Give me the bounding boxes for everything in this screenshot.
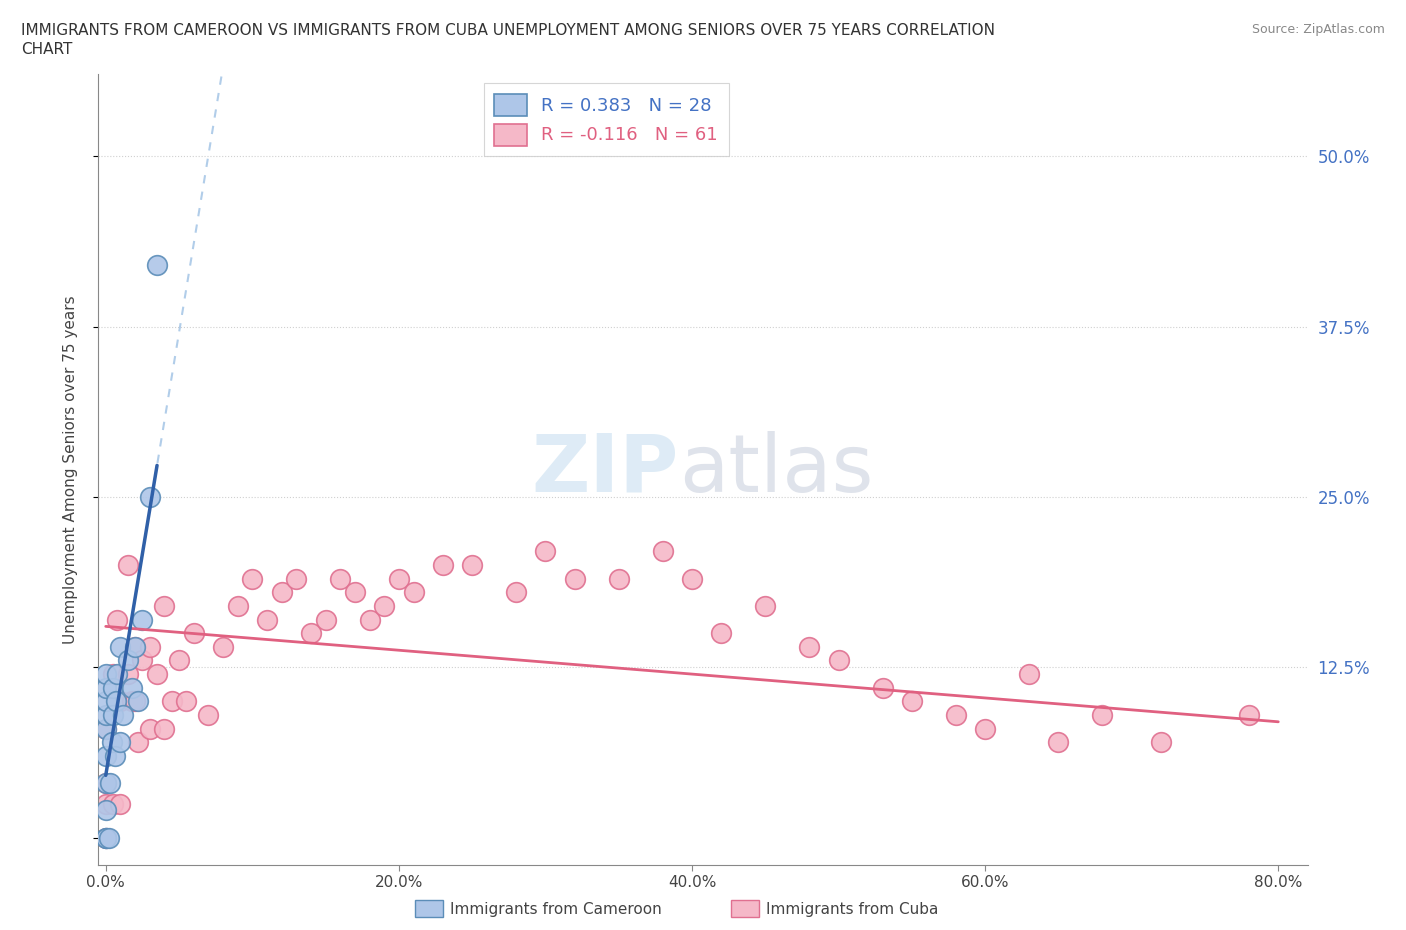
Point: [315, 612, 337, 627]
Point: [94, 708, 117, 723]
Text: Immigrants from Cuba: Immigrants from Cuba: [766, 902, 939, 917]
Point: [121, 680, 143, 695]
Point: [97, 830, 120, 845]
Point: [100, 735, 122, 750]
Y-axis label: Unemployment Among Seniors over 75 years: Unemployment Among Seniors over 75 years: [63, 296, 77, 644]
Point: [146, 258, 169, 272]
Point: [101, 708, 124, 723]
Point: [651, 544, 673, 559]
Point: [827, 653, 849, 668]
Point: [124, 640, 146, 655]
Point: [1150, 735, 1173, 750]
Point: [226, 599, 249, 614]
Point: [160, 694, 183, 709]
Text: atlas: atlas: [679, 431, 873, 509]
Point: [183, 626, 205, 641]
Point: [1018, 667, 1040, 682]
Point: [94, 721, 117, 736]
Point: [121, 694, 143, 709]
Point: [329, 571, 352, 586]
Point: [101, 680, 124, 695]
Point: [534, 544, 557, 559]
Point: [94, 803, 117, 817]
Point: [373, 599, 395, 614]
Point: [117, 653, 139, 668]
Point: [105, 694, 128, 709]
Point: [107, 612, 129, 627]
Point: [94, 749, 117, 764]
Point: [212, 640, 235, 655]
Point: [607, 571, 630, 586]
Text: IMMIGRANTS FROM CAMEROON VS IMMIGRANTS FROM CUBA UNEMPLOYMENT AMONG SENIORS OVER: IMMIGRANTS FROM CAMEROON VS IMMIGRANTS F…: [21, 23, 995, 38]
Point: [110, 694, 132, 709]
Point: [94, 667, 117, 682]
Point: [176, 694, 198, 709]
Point: [110, 735, 132, 750]
Point: [240, 571, 263, 586]
Point: [681, 571, 703, 586]
Point: [153, 599, 176, 614]
Point: [153, 721, 176, 736]
Text: CHART: CHART: [21, 42, 73, 57]
Point: [256, 612, 278, 627]
Point: [505, 585, 527, 600]
Point: [110, 796, 132, 811]
Point: [432, 558, 454, 573]
Point: [94, 830, 117, 845]
Point: [107, 667, 129, 682]
Point: [94, 776, 117, 790]
Point: [388, 571, 411, 586]
Point: [101, 796, 124, 811]
Point: [131, 653, 153, 668]
Point: [270, 585, 292, 600]
Point: [974, 721, 997, 736]
Point: [127, 694, 149, 709]
Point: [117, 667, 139, 682]
Point: [94, 830, 117, 845]
Point: [131, 612, 153, 627]
Point: [710, 626, 733, 641]
Point: [94, 776, 117, 790]
Legend: R = 0.383   N = 28, R = -0.116   N = 61: R = 0.383 N = 28, R = -0.116 N = 61: [484, 84, 728, 156]
Point: [127, 735, 149, 750]
Point: [564, 571, 586, 586]
Point: [1091, 708, 1114, 723]
Point: [754, 599, 776, 614]
Text: Immigrants from Cameroon: Immigrants from Cameroon: [450, 902, 662, 917]
Point: [94, 796, 117, 811]
Point: [138, 640, 160, 655]
Point: [110, 640, 132, 655]
Point: [117, 558, 139, 573]
Point: [402, 585, 425, 600]
Text: ZIP: ZIP: [531, 431, 679, 509]
Point: [901, 694, 924, 709]
Point: [299, 626, 322, 641]
Point: [461, 558, 484, 573]
Point: [146, 667, 169, 682]
Point: [138, 489, 160, 504]
Point: [98, 776, 121, 790]
Point: [1237, 708, 1260, 723]
Point: [359, 612, 381, 627]
Point: [1047, 735, 1070, 750]
Point: [945, 708, 967, 723]
Point: [197, 708, 219, 723]
Point: [112, 708, 135, 723]
Point: [103, 749, 125, 764]
Point: [94, 680, 117, 695]
Point: [124, 694, 146, 709]
Point: [285, 571, 308, 586]
Text: Source: ZipAtlas.com: Source: ZipAtlas.com: [1251, 23, 1385, 36]
Point: [799, 640, 821, 655]
Point: [124, 640, 146, 655]
Point: [94, 721, 117, 736]
Point: [101, 667, 124, 682]
Point: [138, 721, 160, 736]
Point: [872, 680, 894, 695]
Point: [343, 585, 366, 600]
Point: [94, 830, 117, 845]
Point: [167, 653, 190, 668]
Point: [94, 694, 117, 709]
